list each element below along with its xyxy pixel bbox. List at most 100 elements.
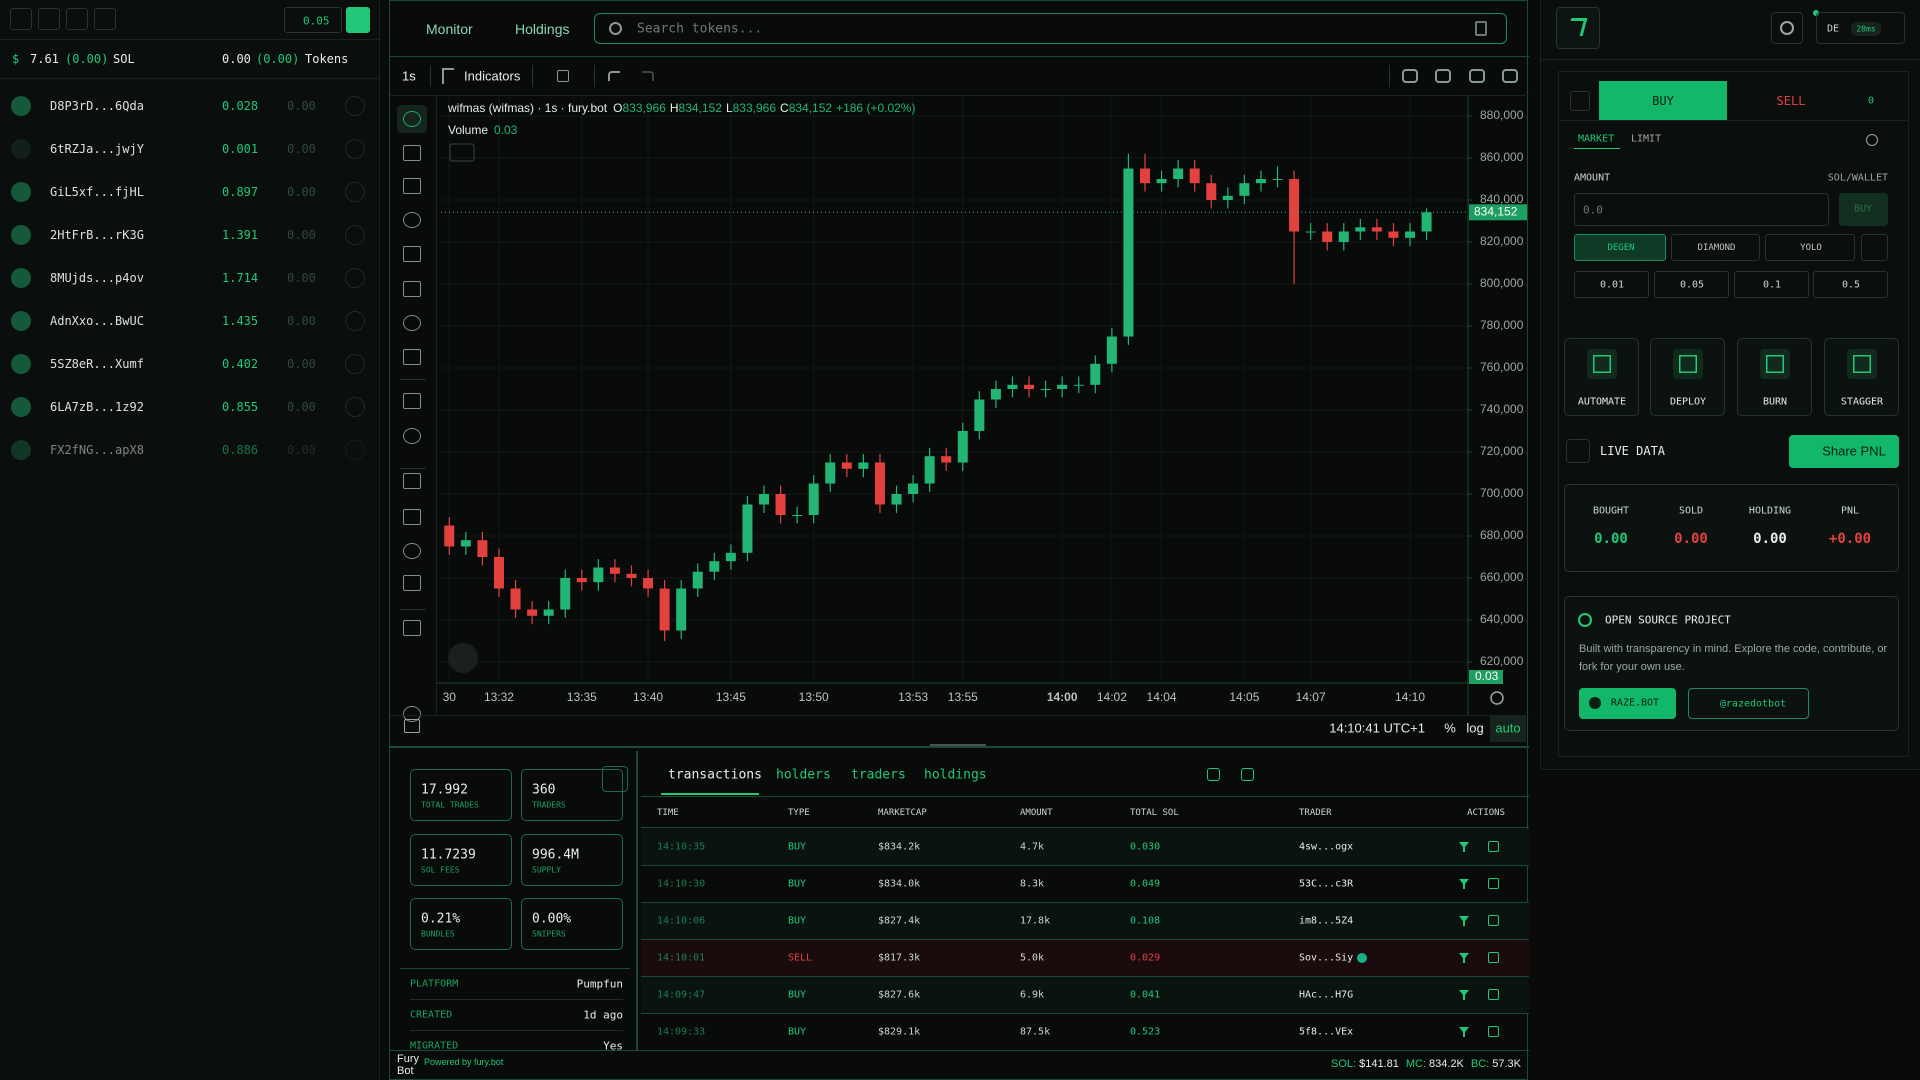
tool-button[interactable] xyxy=(10,8,32,30)
draw-tool[interactable] xyxy=(403,543,421,559)
draw-tool[interactable] xyxy=(403,145,421,161)
token-action[interactable] xyxy=(345,268,365,288)
filter-action[interactable] xyxy=(1459,1027,1469,1037)
action-card[interactable]: DEPLOY xyxy=(1650,338,1725,416)
tool-button[interactable] xyxy=(66,8,88,30)
tx-row[interactable] xyxy=(641,1014,1529,1051)
chart-tool[interactable] xyxy=(1502,69,1518,83)
tx-trader[interactable]: Sov...Siy xyxy=(1299,952,1354,964)
token-name[interactable]: AdnXxo...BwUC xyxy=(50,314,144,328)
collapse-button[interactable] xyxy=(602,766,628,792)
token-action[interactable] xyxy=(345,354,365,374)
preset-button[interactable]: DIAMOND xyxy=(1671,234,1760,261)
search-box[interactable]: Search tokens... xyxy=(594,13,1507,44)
tx-tab[interactable]: holdings xyxy=(924,767,987,783)
edit-button[interactable] xyxy=(1861,234,1888,261)
tool-button[interactable] xyxy=(38,8,60,30)
token-action[interactable] xyxy=(345,96,365,116)
draw-tool[interactable] xyxy=(403,349,421,365)
filter-action[interactable] xyxy=(1459,953,1469,963)
token-action[interactable] xyxy=(345,397,365,417)
sell-tab[interactable]: SELL xyxy=(1776,94,1806,108)
tx-tab[interactable]: transactions xyxy=(668,767,762,783)
tx-tool[interactable] xyxy=(1241,768,1254,781)
draw-tool[interactable] xyxy=(403,428,421,444)
preset-button[interactable]: YOLO xyxy=(1765,234,1855,261)
draw-tool[interactable] xyxy=(403,393,421,409)
open-action[interactable] xyxy=(1488,841,1499,852)
auto-toggle[interactable]: auto xyxy=(1495,720,1521,736)
action-card[interactable]: BURN xyxy=(1737,338,1812,416)
log-toggle[interactable]: log xyxy=(1466,720,1484,736)
token-name[interactable]: GiL5xf...fjHL xyxy=(50,185,144,199)
draw-tool[interactable] xyxy=(403,620,421,636)
chart-tool[interactable] xyxy=(1435,69,1451,83)
tx-trader[interactable]: 4sw...ogx xyxy=(1299,841,1354,853)
filter-action[interactable] xyxy=(1459,916,1469,926)
token-name[interactable]: 8MUjds...p4ov xyxy=(50,271,144,285)
draw-tool[interactable] xyxy=(403,575,421,591)
buy-button[interactable]: BUY xyxy=(1839,193,1888,226)
market-tab[interactable]: MARKET xyxy=(1578,133,1615,145)
tx-row[interactable] xyxy=(641,866,1529,903)
draw-tool[interactable] xyxy=(403,706,421,722)
token-action[interactable] xyxy=(345,311,365,331)
preset-button[interactable]: DEGEN xyxy=(1574,234,1666,261)
region-selector[interactable]: DE 28ms xyxy=(1816,12,1905,44)
open-action[interactable] xyxy=(1488,952,1499,963)
draw-tool[interactable] xyxy=(403,315,421,331)
github-button[interactable]: @razedotbot xyxy=(1688,688,1809,719)
token-name[interactable]: 2HtFrB...rK3G xyxy=(50,228,144,242)
template-icon[interactable] xyxy=(557,70,569,82)
nav-tab[interactable]: Holdings xyxy=(515,21,570,37)
token-name[interactable]: 6LA7zB...1z92 xyxy=(50,400,144,414)
tx-row[interactable] xyxy=(641,977,1529,1014)
percent-toggle[interactable]: % xyxy=(1444,720,1456,736)
tx-tool[interactable] xyxy=(1207,768,1220,781)
token-action[interactable] xyxy=(345,139,365,159)
filter-action[interactable] xyxy=(1459,879,1469,889)
token-action[interactable] xyxy=(345,440,365,460)
tx-tab[interactable]: traders xyxy=(851,767,906,783)
token-name[interactable]: D8P3rD...6Qda xyxy=(50,99,144,113)
limit-tab[interactable]: LIMIT xyxy=(1631,133,1662,145)
quick-amount[interactable]: 0.05 xyxy=(1654,271,1729,298)
tx-row[interactable] xyxy=(641,829,1529,866)
action-card[interactable]: AUTOMATE xyxy=(1564,338,1639,416)
tx-trader[interactable]: 53C...c3R xyxy=(1299,878,1354,890)
nav-tab[interactable]: Monitor xyxy=(426,21,473,37)
tx-tab[interactable]: holders xyxy=(776,767,831,783)
open-action[interactable] xyxy=(1488,878,1499,889)
draw-tool[interactable] xyxy=(403,281,421,297)
share-pnl-button[interactable]: Share PNL xyxy=(1789,435,1899,468)
token-action[interactable] xyxy=(345,182,365,202)
tx-row[interactable] xyxy=(641,903,1529,940)
settings-button[interactable] xyxy=(1771,12,1803,44)
razebot-button[interactable]: RAZE.BOT xyxy=(1579,688,1676,719)
token-action[interactable] xyxy=(345,225,365,245)
filter-action[interactable] xyxy=(1459,990,1469,1000)
draw-tool[interactable] xyxy=(403,509,421,525)
quick-amount[interactable]: 0.1 xyxy=(1734,271,1809,298)
draw-tool[interactable] xyxy=(403,212,421,228)
filter-action[interactable] xyxy=(1459,842,1469,852)
open-action[interactable] xyxy=(1488,989,1499,1000)
draw-tool[interactable] xyxy=(403,473,421,489)
indicators-button[interactable]: Indicators xyxy=(464,68,521,84)
tx-trader[interactable]: HAc...H7G xyxy=(1299,989,1354,1001)
action-card[interactable]: STAGGER xyxy=(1824,338,1899,416)
buy-tab[interactable]: BUY xyxy=(1599,81,1727,120)
draw-tool[interactable] xyxy=(403,246,421,262)
redo-icon[interactable] xyxy=(642,71,654,81)
chart-tool[interactable] xyxy=(1469,69,1485,83)
tool-button[interactable] xyxy=(94,8,116,30)
draw-tool[interactable] xyxy=(403,111,421,127)
menu-button[interactable] xyxy=(346,7,370,33)
token-name[interactable]: 6tRZJa...jwjY xyxy=(50,142,144,156)
tx-trader[interactable]: im8...5Z4 xyxy=(1299,915,1354,927)
tx-trader[interactable]: 5f8...VEx xyxy=(1299,1026,1354,1038)
chart-tool[interactable] xyxy=(1402,69,1418,83)
open-action[interactable] xyxy=(1488,1026,1499,1037)
quick-amount[interactable]: 0.01 xyxy=(1574,271,1649,298)
draw-tool[interactable] xyxy=(403,178,421,194)
